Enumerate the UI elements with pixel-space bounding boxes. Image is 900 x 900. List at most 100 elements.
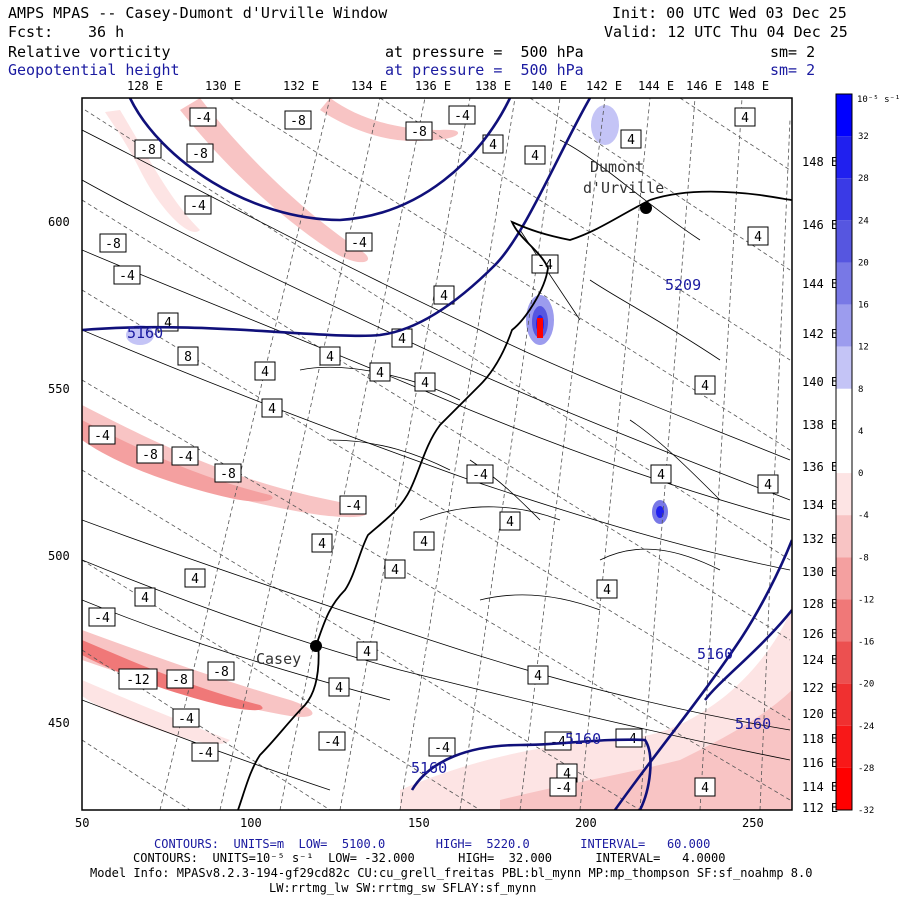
vort-label: 4 bbox=[420, 535, 428, 550]
vort-label: -8 bbox=[140, 143, 156, 158]
lon-label-top: 148 E bbox=[733, 79, 769, 93]
x-tick-label: 50 bbox=[75, 816, 89, 830]
vort-label: 4 bbox=[701, 781, 709, 796]
lon-label-right: 144 E bbox=[802, 277, 838, 291]
vort-label: -12 bbox=[126, 673, 149, 688]
colorbar-swatch bbox=[836, 641, 852, 684]
lon-label-right: 138 E bbox=[802, 418, 838, 432]
vort-label: -4 bbox=[190, 199, 206, 214]
colorbar-swatch bbox=[836, 767, 852, 810]
station-dumont-durville bbox=[640, 202, 652, 214]
lon-label-right: 132 E bbox=[802, 532, 838, 546]
vorticity-contour-info: CONTOURS: UNITS=10⁻⁵ s⁻¹ LOW= -32.000 HI… bbox=[133, 851, 726, 865]
vort-label: -4 bbox=[119, 269, 135, 284]
colorbar-swatch bbox=[836, 725, 852, 768]
height-label: 5160 bbox=[411, 759, 447, 777]
vort-label: -8 bbox=[411, 125, 427, 140]
colorbar-tick-label: -24 bbox=[858, 722, 874, 732]
height-contour-info: CONTOURS: UNITS=m LOW= 5100.0 HIGH= 5220… bbox=[154, 837, 711, 851]
x-tick-label: 150 bbox=[408, 816, 430, 830]
colorbar-swatch bbox=[836, 262, 852, 305]
field1-name: Relative vorticity bbox=[8, 43, 171, 61]
colorbar-swatch bbox=[836, 388, 852, 431]
vort-label: 4 bbox=[657, 468, 665, 483]
station-label: d'Urville bbox=[583, 179, 664, 197]
vorticity-contours bbox=[82, 129, 791, 791]
x-tick-label: 100 bbox=[240, 816, 262, 830]
vort-label: -4 bbox=[324, 735, 340, 750]
valid-time: Valid: 12 UTC Thu 04 Dec 25 bbox=[604, 23, 848, 41]
station-label: Dumont bbox=[590, 158, 644, 176]
colorbar-tick-label: 28 bbox=[858, 174, 869, 184]
lon-label-right: 112 E bbox=[802, 801, 838, 815]
height-label: 5160 bbox=[565, 730, 601, 748]
vort-label: 4 bbox=[398, 332, 406, 347]
vort-label: 4 bbox=[627, 133, 635, 148]
colorbar-tick-label: -16 bbox=[858, 638, 874, 648]
colorbar-swatch bbox=[836, 515, 852, 558]
station-casey bbox=[310, 640, 322, 652]
vort-label: 4 bbox=[376, 366, 384, 381]
vort-label: -8 bbox=[220, 467, 236, 482]
lon-label-right: 114 E bbox=[802, 780, 838, 794]
vorticity-contour-labels: -4 -8 -4 -8 -4 -8 -4 4 4 4 -8 -4 -8 -4 4… bbox=[88, 105, 779, 797]
vort-label: -4 bbox=[94, 611, 110, 626]
vort-label: 4 bbox=[534, 669, 542, 684]
geopotential-height-contours bbox=[82, 98, 792, 810]
vort-label: 4 bbox=[421, 376, 429, 391]
colorbar-swatch bbox=[836, 346, 852, 389]
colorbar-tick-label: 12 bbox=[858, 343, 869, 353]
vort-label: -4 bbox=[178, 712, 194, 727]
y-tick-label: 500 bbox=[48, 549, 70, 563]
colorbar-swatch bbox=[836, 220, 852, 263]
vort-label: 4 bbox=[164, 316, 172, 331]
lon-label-right: 122 E bbox=[802, 681, 838, 695]
init-time: Init: 00 UTC Wed 03 Dec 25 bbox=[612, 4, 847, 22]
vort-label: -8 bbox=[290, 114, 306, 129]
forecast-label: Fcst: bbox=[8, 23, 54, 41]
lon-label-right: 128 E bbox=[802, 597, 838, 611]
lon-label-top: 128 E bbox=[127, 79, 163, 93]
colorbar-tick-label: 8 bbox=[858, 385, 863, 395]
field2-smoothing: sm= 2 bbox=[770, 61, 816, 79]
vort-label: -4 bbox=[177, 450, 193, 465]
lon-label-top: 134 E bbox=[351, 79, 387, 93]
x-axis: 50 100 150 200 250 bbox=[75, 816, 764, 830]
y-axis: 600 550 500 450 bbox=[48, 215, 70, 730]
colorbar-tick-label: 20 bbox=[858, 258, 869, 268]
vort-label: -4 bbox=[555, 781, 571, 796]
colorbar: 10⁻⁵ s⁻¹ 32 28 24 20 16 12 8 4 0 -4 -8 -12 -16 -20 -24… bbox=[835, 93, 900, 816]
colorbar-tick-label: -28 bbox=[858, 764, 874, 774]
lon-label-right: 126 E bbox=[802, 627, 838, 641]
vort-label: -8 bbox=[142, 448, 158, 463]
vort-label: -4 bbox=[345, 499, 361, 514]
model-info: Model Info: MPASv8.2.3-194-gf29cd82c CU:… bbox=[90, 866, 813, 880]
vort-label: 4 bbox=[764, 478, 772, 493]
height-label: 5209 bbox=[665, 276, 701, 294]
vort-label: 4 bbox=[754, 230, 762, 245]
field1-level: at pressure = 500 hPa bbox=[385, 43, 584, 61]
vort-label: -8 bbox=[105, 237, 121, 252]
y-tick-label: 600 bbox=[48, 215, 70, 229]
lon-label-right: 146 E bbox=[802, 218, 838, 232]
lon-label-top: 136 E bbox=[415, 79, 451, 93]
colorbar-tick-label: 4 bbox=[858, 427, 863, 437]
lon-label-top: 140 E bbox=[531, 79, 567, 93]
vort-label: -4 bbox=[472, 468, 488, 483]
colorbar-swatch bbox=[836, 304, 852, 347]
field2-name: Geopotential height bbox=[8, 61, 180, 79]
lon-label-top: 146 E bbox=[686, 79, 722, 93]
vort-label: -8 bbox=[213, 665, 229, 680]
colorbar-swatch bbox=[836, 178, 852, 221]
vort-label: 4 bbox=[261, 365, 269, 380]
colorbar-tick-label: -20 bbox=[858, 680, 874, 690]
colorbar-swatch bbox=[836, 473, 852, 516]
colorbar-swatch bbox=[836, 136, 852, 179]
colorbar-swatch bbox=[836, 94, 852, 137]
vort-label: 4 bbox=[335, 681, 343, 696]
colorbar-tick-label: 32 bbox=[858, 132, 869, 142]
vort-label: 4 bbox=[268, 402, 276, 417]
height-label: 5160 bbox=[127, 324, 163, 342]
lon-label-top: 132 E bbox=[283, 79, 319, 93]
lon-label-top: 138 E bbox=[475, 79, 511, 93]
